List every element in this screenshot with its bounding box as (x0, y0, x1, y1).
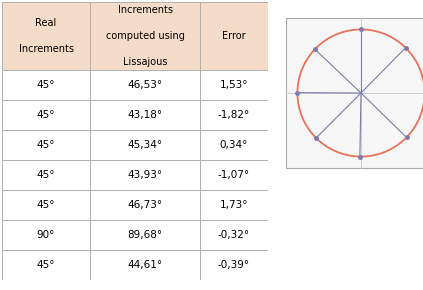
Text: 1,53°: 1,53° (220, 80, 248, 90)
Bar (90, 160, 200, 190)
Text: 46,73°: 46,73° (127, 200, 162, 210)
Bar (2, 250, 90, 280)
Text: 46,53°: 46,53° (127, 80, 162, 90)
Bar (2, 160, 90, 190)
Bar (90, 220, 200, 250)
Bar (200, 130, 268, 160)
Text: 0,34°: 0,34° (220, 140, 248, 150)
Bar (90, 70, 200, 100)
Text: -0,39°: -0,39° (218, 260, 250, 270)
Text: 43,18°: 43,18° (127, 110, 162, 120)
Text: 44,61°: 44,61° (127, 260, 162, 270)
Bar (90, 190, 200, 220)
Bar (2, 2, 90, 70)
Text: Error: Error (222, 31, 246, 41)
Bar (200, 190, 268, 220)
Text: 90°: 90° (37, 230, 55, 240)
Bar (200, 250, 268, 280)
Bar (90, 130, 200, 160)
Bar (2, 220, 90, 250)
Text: Increments

computed using

Lissajous: Increments computed using Lissajous (106, 5, 184, 67)
Text: 45°: 45° (37, 170, 55, 180)
Text: 1,73°: 1,73° (220, 200, 248, 210)
Text: 45°: 45° (37, 260, 55, 270)
Bar (90, 250, 200, 280)
Bar (2, 100, 90, 130)
Bar (286, 18, 423, 168)
Bar (2, 70, 90, 100)
Bar (2, 190, 90, 220)
Text: 45,34°: 45,34° (127, 140, 162, 150)
Bar (200, 160, 268, 190)
Bar (90, 100, 200, 130)
Text: Real

Increments: Real Increments (19, 18, 74, 54)
Bar (200, 100, 268, 130)
Text: 45°: 45° (37, 80, 55, 90)
Bar (200, 70, 268, 100)
Text: -1,07°: -1,07° (218, 170, 250, 180)
Text: -0,32°: -0,32° (218, 230, 250, 240)
Text: -1,82°: -1,82° (218, 110, 250, 120)
Text: 45°: 45° (37, 200, 55, 210)
Bar (200, 2, 268, 70)
Text: 43,93°: 43,93° (127, 170, 162, 180)
Text: 45°: 45° (37, 140, 55, 150)
Bar (2, 130, 90, 160)
Bar (200, 220, 268, 250)
Text: 89,68°: 89,68° (127, 230, 162, 240)
Text: 45°: 45° (37, 110, 55, 120)
Bar (90, 2, 200, 70)
